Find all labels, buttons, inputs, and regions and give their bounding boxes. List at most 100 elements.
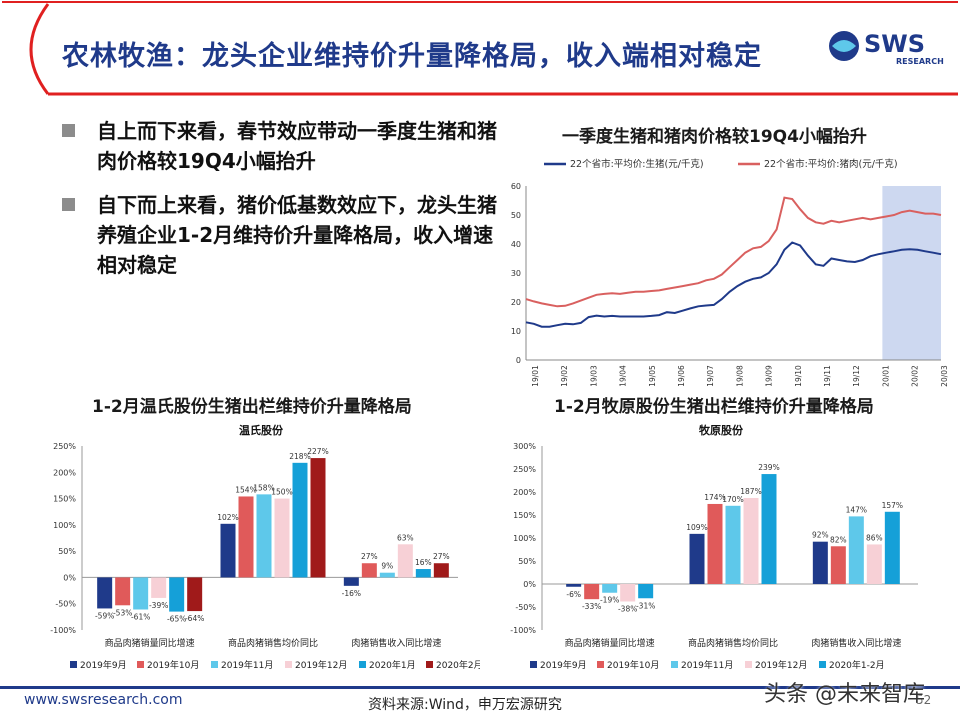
x-tick-label: 20/02 — [911, 365, 920, 387]
y-tick-label: 30 — [511, 269, 521, 278]
legend-label: 2019年11月 — [221, 659, 273, 671]
y-tick-label: 50% — [58, 547, 76, 556]
y-tick-label: 250% — [53, 442, 76, 451]
x-tick-label: 19/04 — [619, 365, 628, 387]
x-tick-label: 19/10 — [794, 365, 803, 387]
x-tick-label: 19/08 — [735, 365, 744, 387]
data-label: -64% — [185, 614, 204, 623]
x-tick-label: 19/05 — [648, 365, 657, 387]
line-chart-heading: 一季度生猪和猪肉价格较19Q4小幅抬升 — [562, 127, 867, 147]
y-tick-label: 40 — [511, 240, 521, 249]
bar — [848, 516, 864, 584]
data-label: 27% — [433, 552, 450, 561]
legend-swatch — [285, 661, 292, 668]
x-tick-label: 20/01 — [881, 365, 890, 387]
bar — [812, 541, 828, 584]
bar — [361, 563, 377, 578]
muyuan-bar-chart: 牧原股份 300% 250% 200% 150% 100% 50% 0% -50% -100% -6… — [510, 423, 918, 671]
bar — [151, 577, 167, 598]
legend-label: 2019年11月 — [681, 659, 733, 671]
data-label: 16% — [415, 558, 432, 567]
y-tick-label: 300% — [513, 442, 536, 451]
y-tick-label: 150% — [513, 511, 536, 520]
legend-label: 2020年2月 — [436, 659, 480, 671]
bar — [187, 577, 203, 612]
x-tick-label: 19/09 — [765, 365, 774, 387]
legend-swatch — [426, 661, 433, 668]
y-tick-label: 50% — [518, 557, 536, 566]
legend-label: 2019年12月 — [755, 659, 807, 671]
bar — [115, 577, 131, 606]
data-label: -6% — [566, 590, 581, 599]
x-tick-label: 19/03 — [589, 365, 598, 387]
data-label: 109% — [686, 523, 707, 532]
logo-text: SWS — [864, 30, 925, 58]
category-label: 商品肉猪销量同比增速 — [565, 637, 655, 649]
logo-subtext: RESEARCH — [896, 57, 944, 66]
legend-label: 2019年12月 — [295, 659, 347, 671]
bar — [169, 577, 185, 612]
bar-chart-title: 温氏股份 — [239, 423, 284, 437]
series-line-1 — [525, 196, 942, 308]
bullet-text: 自下而上来看，猪价低基数效应下，龙头生猪养殖企业1-2月维持价升量降格局，收入增… — [97, 193, 497, 277]
bar — [220, 523, 236, 578]
data-label: -31% — [636, 601, 655, 610]
y-tick-label: 0% — [523, 580, 536, 589]
data-label: -39% — [149, 601, 168, 610]
legend-label: 2019年9月 — [80, 659, 127, 671]
bullet-item: 自上而下来看，春节效应带动一季度生猪和猪肉价格较19Q4小幅抬升 — [62, 116, 502, 176]
data-label: 63% — [397, 533, 414, 542]
bar — [743, 497, 759, 584]
forecast-shade — [882, 186, 941, 360]
bar — [433, 563, 449, 578]
data-label: 239% — [758, 463, 779, 472]
legend-swatch — [671, 661, 678, 668]
footer-url[interactable]: www.swsresearch.com — [24, 692, 183, 708]
legend-label: 2020年1-2月 — [829, 659, 885, 671]
bar — [725, 505, 741, 584]
data-label: 102% — [217, 513, 238, 522]
price-line-chart: 0 10 20 30 40 50 60 19/01 19/02 19/03 19/04 19/05 19… — [511, 158, 949, 387]
data-label: -16% — [342, 589, 361, 598]
bar — [689, 533, 705, 584]
legend-swatch — [819, 661, 826, 668]
x-tick-label: 19/06 — [677, 365, 686, 387]
x-tick-label: 19/11 — [823, 365, 832, 387]
y-tick-label: 0 — [516, 356, 521, 365]
page-number: 52 — [916, 693, 932, 707]
data-label: 147% — [846, 505, 867, 514]
legend-label: 2019年10月 — [607, 659, 659, 671]
sws-logo: SWS RESEARCH — [826, 26, 946, 70]
bar — [292, 462, 308, 578]
bar — [761, 474, 777, 584]
y-tick-label: 20 — [511, 298, 521, 307]
bar — [274, 498, 290, 578]
wens-bar-chart: 温氏股份 250% 200% 150% 100% 50% 0% -50% -100% -59%-5… — [50, 423, 480, 671]
y-tick-label: 50 — [511, 211, 521, 220]
legend-swatch — [137, 661, 144, 668]
legend-label: 22个省市:平均价:生猪(元/千克) — [570, 158, 704, 170]
legend-label: 22个省市:平均价:猪肉(元/千克) — [764, 158, 898, 170]
x-tick-label: 20/03 — [940, 365, 949, 387]
bar — [584, 584, 600, 600]
data-label: 9% — [381, 562, 393, 571]
legend-swatch — [70, 661, 77, 668]
bar-chart-title: 牧原股份 — [699, 423, 744, 437]
data-label: 27% — [361, 552, 378, 561]
data-label: 150% — [271, 488, 292, 497]
data-label: 86% — [866, 533, 883, 542]
bar — [884, 511, 900, 584]
y-tick-label: 10 — [511, 327, 521, 336]
legend-swatch — [530, 661, 537, 668]
bar — [830, 546, 846, 584]
bar — [707, 503, 723, 584]
bar — [343, 577, 359, 586]
data-label: 170% — [722, 495, 743, 504]
bar — [256, 494, 272, 578]
y-tick-label: 0% — [63, 573, 76, 582]
data-label: 218% — [289, 452, 310, 461]
bar — [310, 458, 326, 578]
y-tick-label: 200% — [513, 488, 536, 497]
data-label: 92% — [812, 531, 829, 540]
x-tick-label: 19/01 — [531, 365, 540, 387]
